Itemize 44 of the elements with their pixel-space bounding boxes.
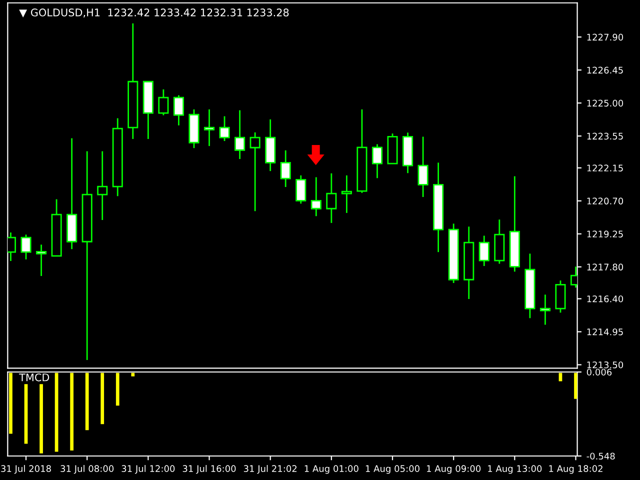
candlestick — [219, 116, 230, 142]
candlestick — [234, 110, 246, 160]
y-tick-label: 1227.90 — [587, 34, 624, 41]
y-tick-label: 1216.40 — [587, 295, 624, 302]
candlestick — [97, 150, 108, 221]
y-tick-label: 0.006 — [586, 368, 612, 376]
x-tick-label: 1 Aug 18:02 — [549, 465, 602, 474]
candlestick — [418, 136, 428, 198]
x-tick-label: 1 Aug 01:00 — [304, 465, 358, 474]
candlestick — [20, 234, 32, 260]
candlestick — [555, 280, 566, 314]
candlestick — [204, 108, 215, 147]
y-tick-label: 1214.95 — [587, 328, 623, 336]
x-tick-label: 1 Aug 13:00 — [488, 465, 542, 474]
y-tick-label: 1219.25 — [587, 230, 623, 238]
candlestick — [372, 144, 383, 179]
candlestick — [296, 174, 306, 204]
candlestick — [36, 244, 47, 277]
candlestick — [310, 176, 322, 217]
x-tick-label: 1 Aug 09:00 — [427, 465, 481, 474]
x-tick-label: 31 Jul 21:02 — [244, 465, 296, 474]
y-tick-label: -0.548 — [586, 452, 615, 460]
candlestick — [250, 132, 260, 212]
x-tick-label: 31 Jul 16:00 — [182, 465, 236, 474]
candlestick — [280, 150, 291, 188]
y-tick-label: 1213.50 — [587, 361, 624, 368]
y-tick-label: 1225.00 — [587, 100, 624, 107]
chart-title: ▼ GOLDUSD,H1 1232.42 1233.42 1232.31 1233.28 — [19, 8, 289, 18]
x-tick-label: 31 Jul 08:00 — [60, 465, 114, 474]
y-tick-label: 1220.70 — [587, 198, 624, 204]
candlestick — [173, 94, 184, 126]
candlestick — [478, 235, 490, 267]
y-tick-label: 1222.15 — [587, 164, 623, 172]
x-tick-label: 1 Aug 05:00 — [366, 465, 420, 474]
x-tick-label: 31 Jul 2018 — [1, 465, 51, 474]
candlestick — [341, 174, 352, 214]
y-tick-label: 1217.80 — [587, 264, 624, 270]
y-tick-label: 1226.45 — [587, 66, 623, 74]
candlestick — [540, 294, 550, 326]
x-tick-label: 31 Jul 12:00 — [122, 465, 175, 474]
chart-title: TMCD — [19, 373, 50, 382]
y-tick-label: 1223.55 — [587, 132, 623, 140]
candlestick — [326, 172, 337, 224]
candlestick — [158, 88, 169, 116]
